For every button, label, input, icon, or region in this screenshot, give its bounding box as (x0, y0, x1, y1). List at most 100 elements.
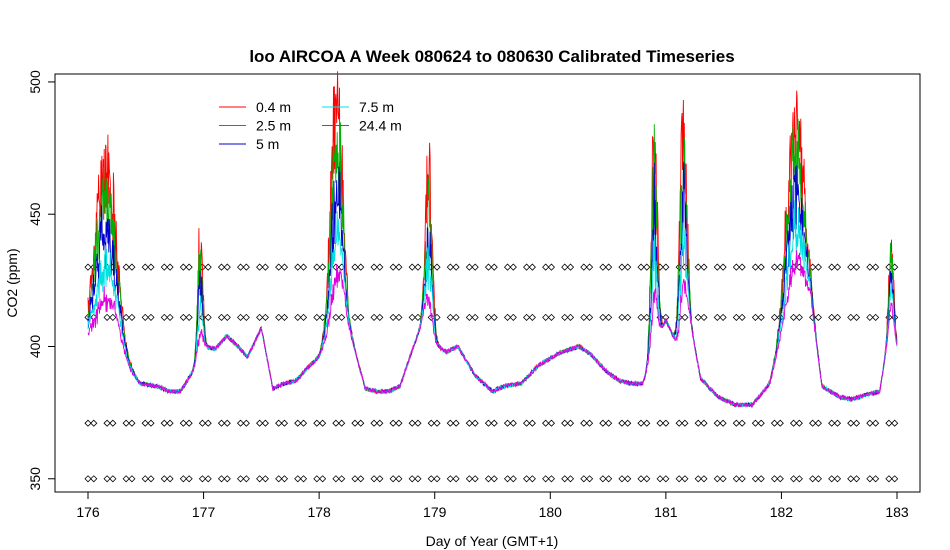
calibration-marker (885, 475, 893, 483)
calibration-marker (700, 263, 708, 271)
calibration-marker (395, 313, 403, 321)
calibration-marker (294, 263, 302, 271)
calibration-marker (319, 263, 327, 271)
calibration-marker (523, 263, 531, 271)
calibration-marker (866, 475, 874, 483)
calibration-marker (332, 419, 340, 427)
calibration-marker (370, 313, 378, 321)
legend-label: 24.4 m (359, 118, 402, 134)
calibration-marker (179, 419, 187, 427)
calibration-marker (256, 263, 264, 271)
calibration-marker (757, 313, 765, 321)
calibration-marker (275, 475, 283, 483)
calibration-marker (217, 313, 226, 321)
calibration-marker (580, 475, 588, 483)
calibration-marker (109, 419, 117, 427)
calibration-marker (280, 475, 289, 483)
calibration-marker (256, 475, 264, 483)
calibration-marker (357, 475, 365, 483)
calibration-marker (866, 419, 874, 427)
calibration-marker (408, 313, 416, 321)
calibration-marker (681, 419, 689, 427)
calibration-marker (566, 263, 575, 271)
calibration-marker (185, 263, 193, 271)
calibration-marker (789, 475, 798, 483)
calibration-marker (128, 419, 136, 427)
x-tick-label: 177 (192, 504, 216, 520)
calibration-marker (662, 419, 670, 427)
calibration-marker (84, 475, 92, 483)
calibration-marker (370, 263, 378, 271)
calibration-marker (624, 419, 632, 427)
calibration-marker (891, 419, 899, 427)
calibration-marker (223, 263, 231, 271)
x-tick-label: 182 (770, 504, 794, 520)
calibration-marker (833, 263, 842, 271)
calibration-marker (795, 263, 803, 271)
calibration-marker (852, 475, 861, 483)
calibration-marker (465, 313, 473, 321)
calibration-marker (351, 313, 359, 321)
calibration-marker (757, 263, 765, 271)
x-tick-label: 178 (307, 504, 331, 520)
calibration-marker (643, 263, 651, 271)
calibration-marker (223, 313, 231, 321)
calibration-marker (618, 419, 626, 427)
calibration-marker (637, 313, 645, 321)
calibration-marker (389, 263, 397, 271)
calibration-marker (662, 263, 670, 271)
calibration-marker (452, 419, 460, 427)
calibration-marker (891, 475, 899, 483)
calibration-marker (357, 313, 365, 321)
calibration-marker (299, 263, 308, 271)
calibration-marker (866, 313, 874, 321)
calibration-marker (90, 419, 98, 427)
calibration-marker (586, 475, 594, 483)
series-line-2-5-m (87, 118, 898, 408)
calibration-marker (770, 419, 779, 427)
calibration-marker (694, 263, 702, 271)
calibration-marker (217, 263, 226, 271)
calibration-marker (147, 313, 155, 321)
calibration-marker (122, 475, 130, 483)
calibration-marker (299, 419, 308, 427)
calibration-marker (242, 475, 250, 483)
calibration-marker (319, 475, 327, 483)
calibration-marker (547, 263, 556, 271)
calibration-marker (542, 263, 550, 271)
series-line-24-4-m (87, 250, 898, 408)
calibration-marker (128, 313, 136, 321)
calibration-marker (484, 313, 493, 321)
calibration-marker (713, 263, 721, 271)
calibration-marker (872, 475, 880, 483)
calibration-marker (770, 263, 779, 271)
calibration-marker (789, 313, 798, 321)
calibration-marker (542, 419, 550, 427)
calibration-marker (828, 475, 836, 483)
y-tick-label: 350 (27, 467, 43, 491)
calibration-marker (542, 313, 550, 321)
calibration-marker (852, 263, 861, 271)
calibration-marker (414, 475, 422, 483)
calibration-marker (204, 313, 212, 321)
calibration-marker (738, 475, 746, 483)
calibration-marker (618, 475, 626, 483)
calibration-marker (732, 419, 740, 427)
calibration-marker (719, 475, 727, 483)
calibration-marker (198, 419, 206, 427)
calibration-marker (547, 419, 556, 427)
legend: 0.4 m 2.5 m 5 m 7.5 m 24.4 m (219, 99, 402, 152)
calibration-marker (847, 475, 855, 483)
calibration-marker (618, 263, 626, 271)
calibration-marker (338, 475, 346, 483)
calibration-marker (160, 475, 168, 483)
calibration-marker (357, 419, 365, 427)
calibration-marker (471, 263, 479, 271)
calibration-marker (294, 419, 302, 427)
calibration-marker (624, 475, 632, 483)
calibration-marker (376, 313, 384, 321)
calibration-marker (332, 263, 340, 271)
calibration-marker (509, 263, 517, 271)
calibration-marker (408, 475, 416, 483)
calibration-marker (90, 475, 98, 483)
